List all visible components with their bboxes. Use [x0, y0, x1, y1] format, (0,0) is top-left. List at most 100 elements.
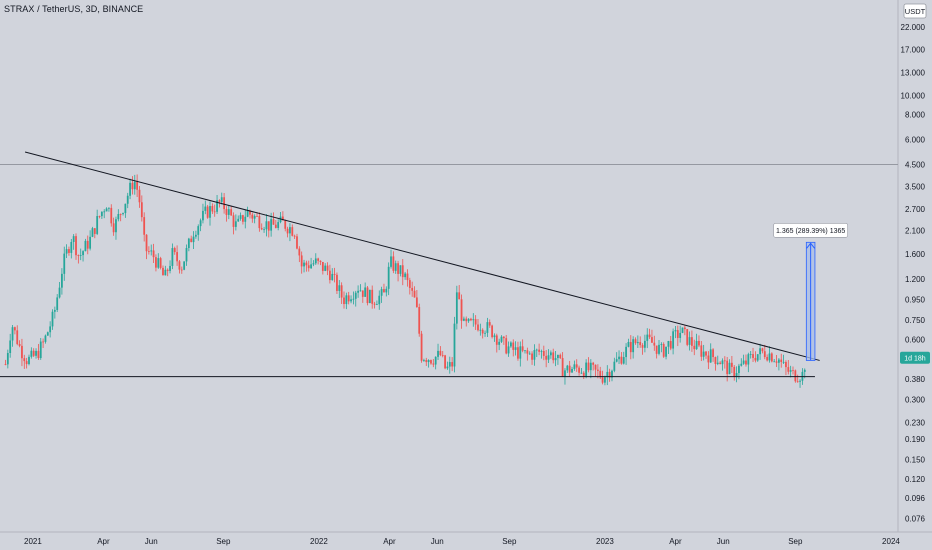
candle	[453, 316, 456, 373]
candle	[385, 286, 388, 297]
candle	[761, 347, 764, 354]
candle	[13, 326, 16, 335]
candle	[787, 359, 790, 375]
candle	[462, 316, 465, 322]
candle	[6, 349, 9, 369]
trendlines[interactable]	[0, 151, 820, 378]
candle	[164, 265, 167, 276]
candle	[143, 212, 146, 242]
candle	[305, 260, 308, 272]
candle	[387, 262, 390, 296]
candle	[688, 331, 691, 351]
price-tick-label: 13.000	[901, 69, 926, 78]
price-tick-label: 0.300	[905, 395, 926, 404]
candle	[376, 300, 378, 306]
candle	[620, 352, 623, 365]
candle	[672, 328, 675, 355]
currency-badge[interactable]: USDT	[903, 3, 927, 19]
candle	[345, 292, 348, 310]
candle	[178, 260, 181, 274]
candle	[138, 185, 141, 208]
candle	[129, 178, 131, 200]
descending-resistance-line[interactable]	[24, 151, 820, 361]
candle	[524, 350, 526, 354]
candle	[406, 269, 409, 287]
candle	[470, 317, 472, 322]
candle	[28, 354, 30, 366]
candle	[441, 350, 444, 358]
candle	[582, 371, 585, 380]
candle	[32, 348, 35, 358]
candle	[44, 334, 47, 344]
candle	[519, 341, 522, 367]
candle	[763, 344, 766, 360]
price-tick-label: 2.100	[905, 227, 926, 236]
time-tick-label: Jun	[431, 537, 444, 546]
candle	[535, 348, 538, 358]
price-tick-label: 10.000	[901, 91, 926, 100]
candle	[488, 319, 491, 328]
candle	[63, 246, 66, 281]
candle	[465, 316, 468, 327]
candle	[206, 204, 209, 219]
candle	[185, 244, 188, 266]
candle	[705, 350, 707, 359]
time-tick-label: Sep	[788, 537, 803, 546]
candle	[691, 330, 693, 352]
candle	[162, 265, 164, 276]
candle	[432, 359, 435, 368]
candle	[272, 212, 275, 225]
candle	[70, 238, 73, 259]
candle	[604, 375, 606, 386]
candle	[298, 246, 301, 263]
price-tick-label: 0.120	[905, 475, 926, 484]
candle	[561, 352, 564, 378]
candle	[343, 291, 345, 309]
price-projection-tool[interactable]: 1.365 (289.39%) 1365	[773, 223, 848, 361]
candle	[152, 243, 155, 263]
candle	[512, 339, 515, 357]
candle	[681, 327, 684, 334]
candle	[554, 350, 557, 367]
candle	[759, 343, 761, 360]
candle	[390, 249, 392, 269]
candle	[552, 348, 555, 364]
candlestick-series	[4, 174, 806, 388]
up-arrow-icon	[806, 242, 816, 249]
candle	[354, 290, 357, 307]
candle	[56, 294, 59, 313]
candle	[599, 366, 602, 380]
candle	[49, 321, 52, 338]
candle	[397, 260, 399, 282]
candle	[169, 260, 171, 274]
candle	[596, 364, 599, 379]
candle	[303, 259, 305, 273]
candle	[155, 254, 157, 272]
candle	[641, 343, 644, 355]
candle	[655, 345, 658, 359]
candle	[404, 271, 407, 280]
candle	[108, 207, 110, 212]
candle	[11, 324, 14, 347]
candle	[39, 337, 42, 360]
candle	[460, 294, 463, 329]
candle	[93, 228, 96, 239]
candle	[37, 343, 40, 360]
candle	[237, 215, 240, 223]
candle	[625, 343, 627, 365]
candle	[53, 306, 56, 319]
candle	[202, 203, 204, 224]
candle	[373, 301, 376, 309]
candle	[754, 351, 757, 363]
candle	[674, 326, 677, 339]
candle	[627, 338, 630, 348]
candle	[695, 333, 698, 350]
candle	[133, 174, 136, 195]
candle	[166, 268, 169, 277]
candle	[16, 325, 19, 346]
candle	[267, 221, 270, 238]
candle	[300, 251, 303, 274]
candle	[183, 261, 186, 271]
candle	[749, 351, 752, 359]
